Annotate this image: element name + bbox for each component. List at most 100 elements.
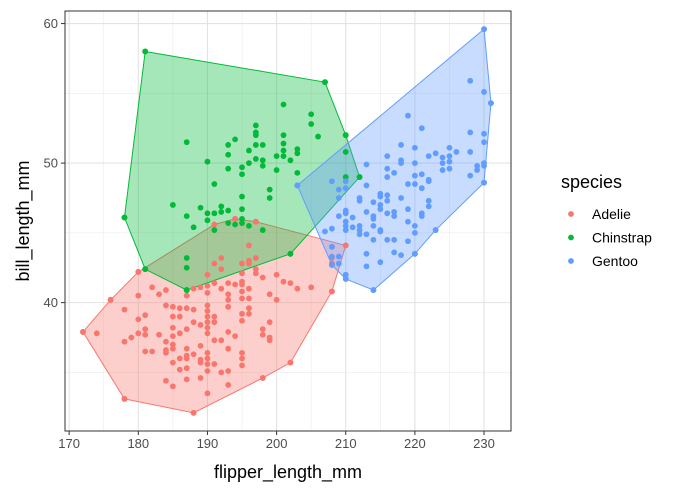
point-adelie — [190, 285, 197, 292]
point-adelie — [183, 376, 190, 383]
point-gentoo — [342, 210, 349, 217]
point-adelie — [246, 285, 252, 292]
point-gentoo — [418, 171, 425, 178]
point-adelie — [204, 302, 211, 309]
point-gentoo — [425, 203, 432, 210]
point-gentoo — [446, 165, 453, 172]
axis-ticks: 170 180 190 200 210 220 230 40 50 60 — [44, 16, 495, 451]
point-chinstrap — [239, 164, 245, 171]
legend-label-chinstrap: Chinstrap — [592, 230, 652, 246]
point-adelie — [163, 377, 169, 384]
point-adelie — [211, 337, 218, 344]
point-adelie — [239, 288, 245, 295]
hull-vertex-adelie — [135, 269, 142, 275]
point-gentoo — [356, 197, 363, 204]
point-gentoo — [370, 199, 377, 206]
point-gentoo — [377, 202, 384, 208]
point-adelie — [239, 355, 245, 362]
point-gentoo — [356, 222, 363, 229]
point-chinstrap — [218, 203, 225, 210]
point-gentoo — [439, 167, 446, 173]
hull-vertex-gentoo — [481, 179, 487, 186]
point-adelie — [204, 390, 211, 397]
hull-vertex-chinstrap — [356, 174, 363, 180]
point-gentoo — [363, 209, 370, 215]
point-chinstrap — [211, 227, 218, 233]
point-adelie — [246, 305, 252, 312]
point-adelie — [128, 334, 135, 341]
point-gentoo — [411, 160, 418, 166]
point-gentoo — [329, 178, 335, 185]
y-tick-label: 40 — [44, 295, 58, 310]
point-adelie — [169, 313, 176, 320]
point-gentoo — [398, 252, 404, 259]
point-chinstrap — [294, 169, 301, 176]
hull-vertex-chinstrap — [342, 132, 349, 139]
point-chinstrap — [183, 264, 190, 271]
legend-title: species — [561, 172, 622, 192]
hull-vertex-gentoo — [294, 182, 301, 189]
y-axis-title: bill_length_mm — [13, 160, 34, 281]
point-chinstrap — [252, 122, 259, 129]
point-adelie — [218, 285, 225, 292]
point-chinstrap — [246, 222, 252, 229]
point-chinstrap — [315, 133, 321, 140]
point-adelie — [204, 289, 211, 296]
hull-vertex-chinstrap — [142, 266, 149, 273]
point-adelie — [232, 333, 239, 340]
point-adelie — [176, 330, 183, 337]
point-adelie — [169, 345, 176, 352]
point-adelie — [163, 302, 169, 309]
point-gentoo — [329, 225, 335, 232]
point-adelie — [121, 338, 128, 345]
point-gentoo — [439, 154, 446, 161]
point-chinstrap — [239, 193, 245, 200]
point-gentoo — [405, 181, 411, 187]
hull-vertex-adelie — [252, 218, 259, 225]
legend-key-gentoo — [568, 258, 574, 264]
hull-vertex-adelie — [329, 288, 335, 295]
point-gentoo — [405, 112, 411, 119]
point-adelie — [190, 306, 197, 313]
point-chinstrap — [218, 209, 225, 215]
point-gentoo — [411, 229, 418, 236]
point-gentoo — [342, 218, 349, 225]
point-gentoo — [377, 206, 384, 213]
x-tick-label: 200 — [266, 436, 288, 451]
point-adelie — [183, 352, 190, 359]
point-adelie — [197, 342, 204, 349]
point-gentoo — [446, 158, 453, 165]
hull-vertex-adelie — [80, 329, 86, 335]
y-tick-label: 50 — [44, 156, 58, 171]
point-chinstrap — [225, 151, 232, 158]
point-chinstrap — [239, 206, 245, 213]
hull-vertex-gentoo — [370, 287, 377, 293]
point-chinstrap — [294, 146, 301, 153]
point-adelie — [121, 306, 128, 313]
point-chinstrap — [169, 202, 176, 208]
point-chinstrap — [232, 221, 239, 228]
point-adelie — [135, 330, 142, 337]
point-gentoo — [349, 224, 356, 231]
point-adelie — [190, 319, 197, 326]
point-gentoo — [411, 222, 418, 229]
grid-minor — [65, 11, 511, 431]
point-chinstrap — [211, 181, 218, 187]
point-chinstrap — [259, 162, 266, 169]
hull-vertex-chinstrap — [121, 214, 128, 221]
point-chinstrap — [280, 140, 287, 147]
point-gentoo — [363, 263, 370, 270]
point-gentoo — [391, 213, 398, 220]
point-gentoo — [363, 231, 370, 238]
point-chinstrap — [342, 174, 349, 180]
x-tick-label: 180 — [127, 436, 149, 451]
point-gentoo — [335, 260, 342, 267]
hull-vertex-adelie — [107, 296, 114, 303]
point-gentoo — [391, 236, 398, 243]
point-adelie — [218, 369, 225, 376]
point-chinstrap — [252, 142, 259, 148]
hull-vertex-chinstrap — [183, 287, 190, 293]
x-tick-label: 220 — [404, 436, 426, 451]
point-gentoo — [467, 129, 474, 136]
